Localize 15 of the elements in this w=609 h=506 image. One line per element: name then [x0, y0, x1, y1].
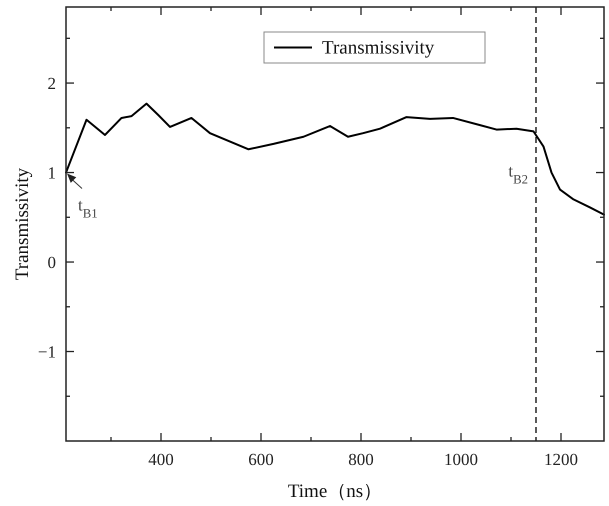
legend: Transmissivity [264, 32, 486, 64]
y-tick-label: −1 [38, 342, 56, 362]
x-tick-label: 1200 [544, 450, 578, 469]
x-tick-label: 800 [348, 450, 374, 469]
y-tick-label: 1 [48, 164, 56, 183]
x-tick-label: 1000 [444, 450, 478, 469]
y-axis-title: Transmissivity [12, 167, 33, 280]
annotation: t$_{B1}$ [78, 196, 98, 221]
ref-line-label: t$_{B2}$ [508, 161, 528, 186]
y-tick-label: 0 [48, 253, 56, 272]
x-tick-label: 400 [148, 450, 174, 469]
legend-label: Transmissivity [322, 38, 435, 58]
x-tick-label: 600 [248, 450, 274, 469]
x-axis-title: Time（ns） [288, 481, 382, 502]
y-tick-label: 2 [48, 74, 56, 94]
